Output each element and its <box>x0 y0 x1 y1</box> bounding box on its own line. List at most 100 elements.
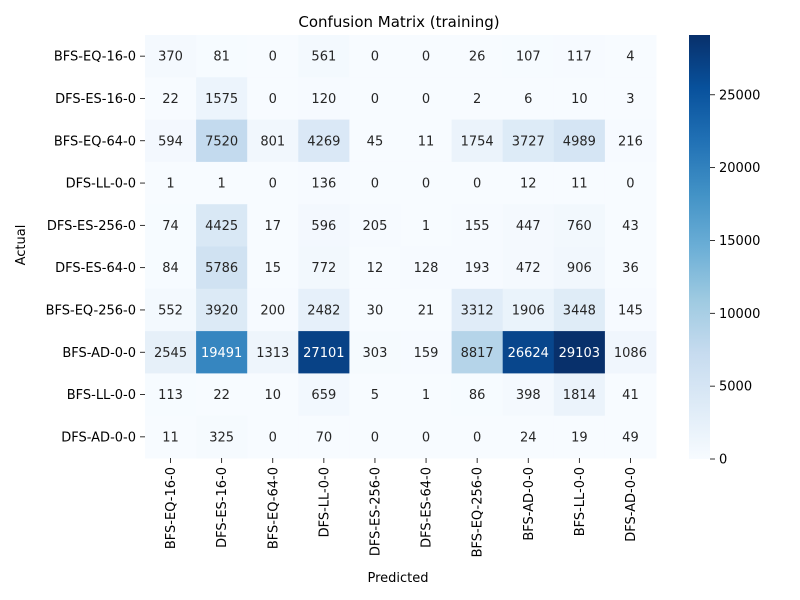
colorbar: 0 5000 10000 15000 20000 25000 <box>689 35 760 468</box>
cell-value-label: 24 <box>520 430 537 445</box>
heatmap-cell <box>247 204 299 247</box>
x-tick-label: BFS-EQ-16-0 <box>164 467 179 549</box>
heatmap-cell <box>604 161 657 205</box>
cell-value-label: 0 <box>422 92 430 107</box>
heatmap-cell <box>553 77 606 121</box>
heatmap-cell <box>604 331 657 374</box>
cell-value-label: 27101 <box>303 346 344 361</box>
heatmap-cell <box>451 35 504 78</box>
heatmap-cell <box>604 246 657 290</box>
cell-value-label: 193 <box>465 261 490 276</box>
heatmap-cell <box>145 331 197 374</box>
cell-value-label: 155 <box>465 219 490 234</box>
heatmap-cell <box>196 331 248 374</box>
heatmap-cell <box>400 119 453 163</box>
cell-value-label: 10 <box>264 388 281 403</box>
heatmap-cell <box>502 415 555 459</box>
heatmap-cell <box>451 204 504 247</box>
heatmap-cell <box>145 204 197 247</box>
y-tick-label: BFS-EQ-64-0 <box>54 134 136 149</box>
cell-value-label: 4989 <box>563 134 596 149</box>
heatmap-cell <box>145 119 197 163</box>
cell-value-label: 4 <box>626 50 634 65</box>
heatmap-cell <box>298 204 350 247</box>
cell-value-label: 0 <box>371 430 379 445</box>
y-tick-label: DFS-AD-0-0 <box>61 430 136 445</box>
cell-value-label: 12 <box>367 261 384 276</box>
heatmap-cell <box>145 77 197 121</box>
heatmap-cell <box>196 204 248 247</box>
cell-value-label: 596 <box>311 219 336 234</box>
cell-value-label: 0 <box>473 177 481 192</box>
cell-value-label: 3312 <box>461 303 494 318</box>
cell-value-label: 12 <box>520 177 537 192</box>
colorbar-tick-label: 5000 <box>719 380 752 395</box>
heatmap-cell <box>553 373 606 417</box>
cell-value-label: 1 <box>422 388 430 403</box>
heatmap-cell <box>196 288 248 332</box>
heatmap-cell <box>145 161 197 205</box>
heatmap-cell <box>400 288 453 332</box>
cell-value-label: 472 <box>516 261 541 276</box>
cell-value-label: 552 <box>158 303 183 318</box>
heatmap-cell <box>451 246 504 290</box>
heatmap-cells: 370 81 0 561 0 0 26 107 117 422 1575 0 120 0 0 2 6 10 3594… <box>145 35 657 459</box>
y-tick-label: BFS-EQ-16-0 <box>54 50 136 65</box>
cell-value-label: 801 <box>260 134 285 149</box>
cell-value-label: 3727 <box>512 134 545 149</box>
cell-value-label: 45 <box>367 134 384 149</box>
cell-value-label: 1814 <box>563 388 596 403</box>
heatmap-cell <box>553 331 606 374</box>
heatmap-cell <box>502 331 555 374</box>
cell-value-label: 22 <box>213 388 230 403</box>
heatmap-cell <box>247 161 299 205</box>
colorbar-tick-label: 10000 <box>719 307 760 322</box>
heatmap-cell <box>196 161 248 205</box>
heatmap-cell <box>400 246 453 290</box>
heatmap-cell <box>400 204 453 247</box>
heatmap-cell <box>196 35 248 78</box>
cell-value-label: 36 <box>622 261 639 276</box>
cell-value-label: 26624 <box>508 346 549 361</box>
heatmap-cell <box>298 35 350 78</box>
heatmap-cell <box>196 415 248 459</box>
cell-value-label: 370 <box>158 50 183 65</box>
heatmap-cell <box>502 161 555 205</box>
x-tick-label: DFS-ES-16-0 <box>215 467 230 548</box>
cell-value-label: 1906 <box>512 303 545 318</box>
cell-value-label: 398 <box>516 388 541 403</box>
cell-value-label: 216 <box>618 134 643 149</box>
cell-value-label: 0 <box>371 177 379 192</box>
cell-value-label: 1 <box>166 177 174 192</box>
cell-value-label: 0 <box>269 177 277 192</box>
cell-value-label: 136 <box>311 177 336 192</box>
heatmap-cell <box>604 415 657 459</box>
heatmap-cell <box>349 161 401 205</box>
heatmap-cell <box>349 77 401 121</box>
cell-value-label: 29103 <box>559 346 600 361</box>
x-tick-label: BFS-EQ-64-0 <box>266 467 281 549</box>
heatmap-cell <box>502 288 555 332</box>
heatmap-cell <box>247 373 299 417</box>
cell-value-label: 0 <box>422 177 430 192</box>
cell-value-label: 2482 <box>307 303 340 318</box>
cell-value-label: 906 <box>567 261 592 276</box>
heatmap-cell <box>298 161 350 205</box>
cell-value-label: 3920 <box>205 303 238 318</box>
cell-value-label: 1086 <box>614 346 647 361</box>
cell-value-label: 145 <box>618 303 643 318</box>
x-tick-label: BFS-LL-0-0 <box>573 467 588 536</box>
cell-value-label: 117 <box>567 50 592 65</box>
cell-value-label: 81 <box>213 50 230 65</box>
heatmap-cell <box>604 288 657 332</box>
cell-value-label: 8817 <box>461 346 494 361</box>
cell-value-label: 74 <box>162 219 179 234</box>
heatmap-cell <box>349 246 401 290</box>
colorbar-gradient <box>689 35 710 459</box>
heatmap-cell <box>400 373 453 417</box>
cell-value-label: 1575 <box>205 92 238 107</box>
cell-value-label: 0 <box>626 177 634 192</box>
heatmap-cell <box>247 331 299 374</box>
heatmap-cell <box>451 373 504 417</box>
